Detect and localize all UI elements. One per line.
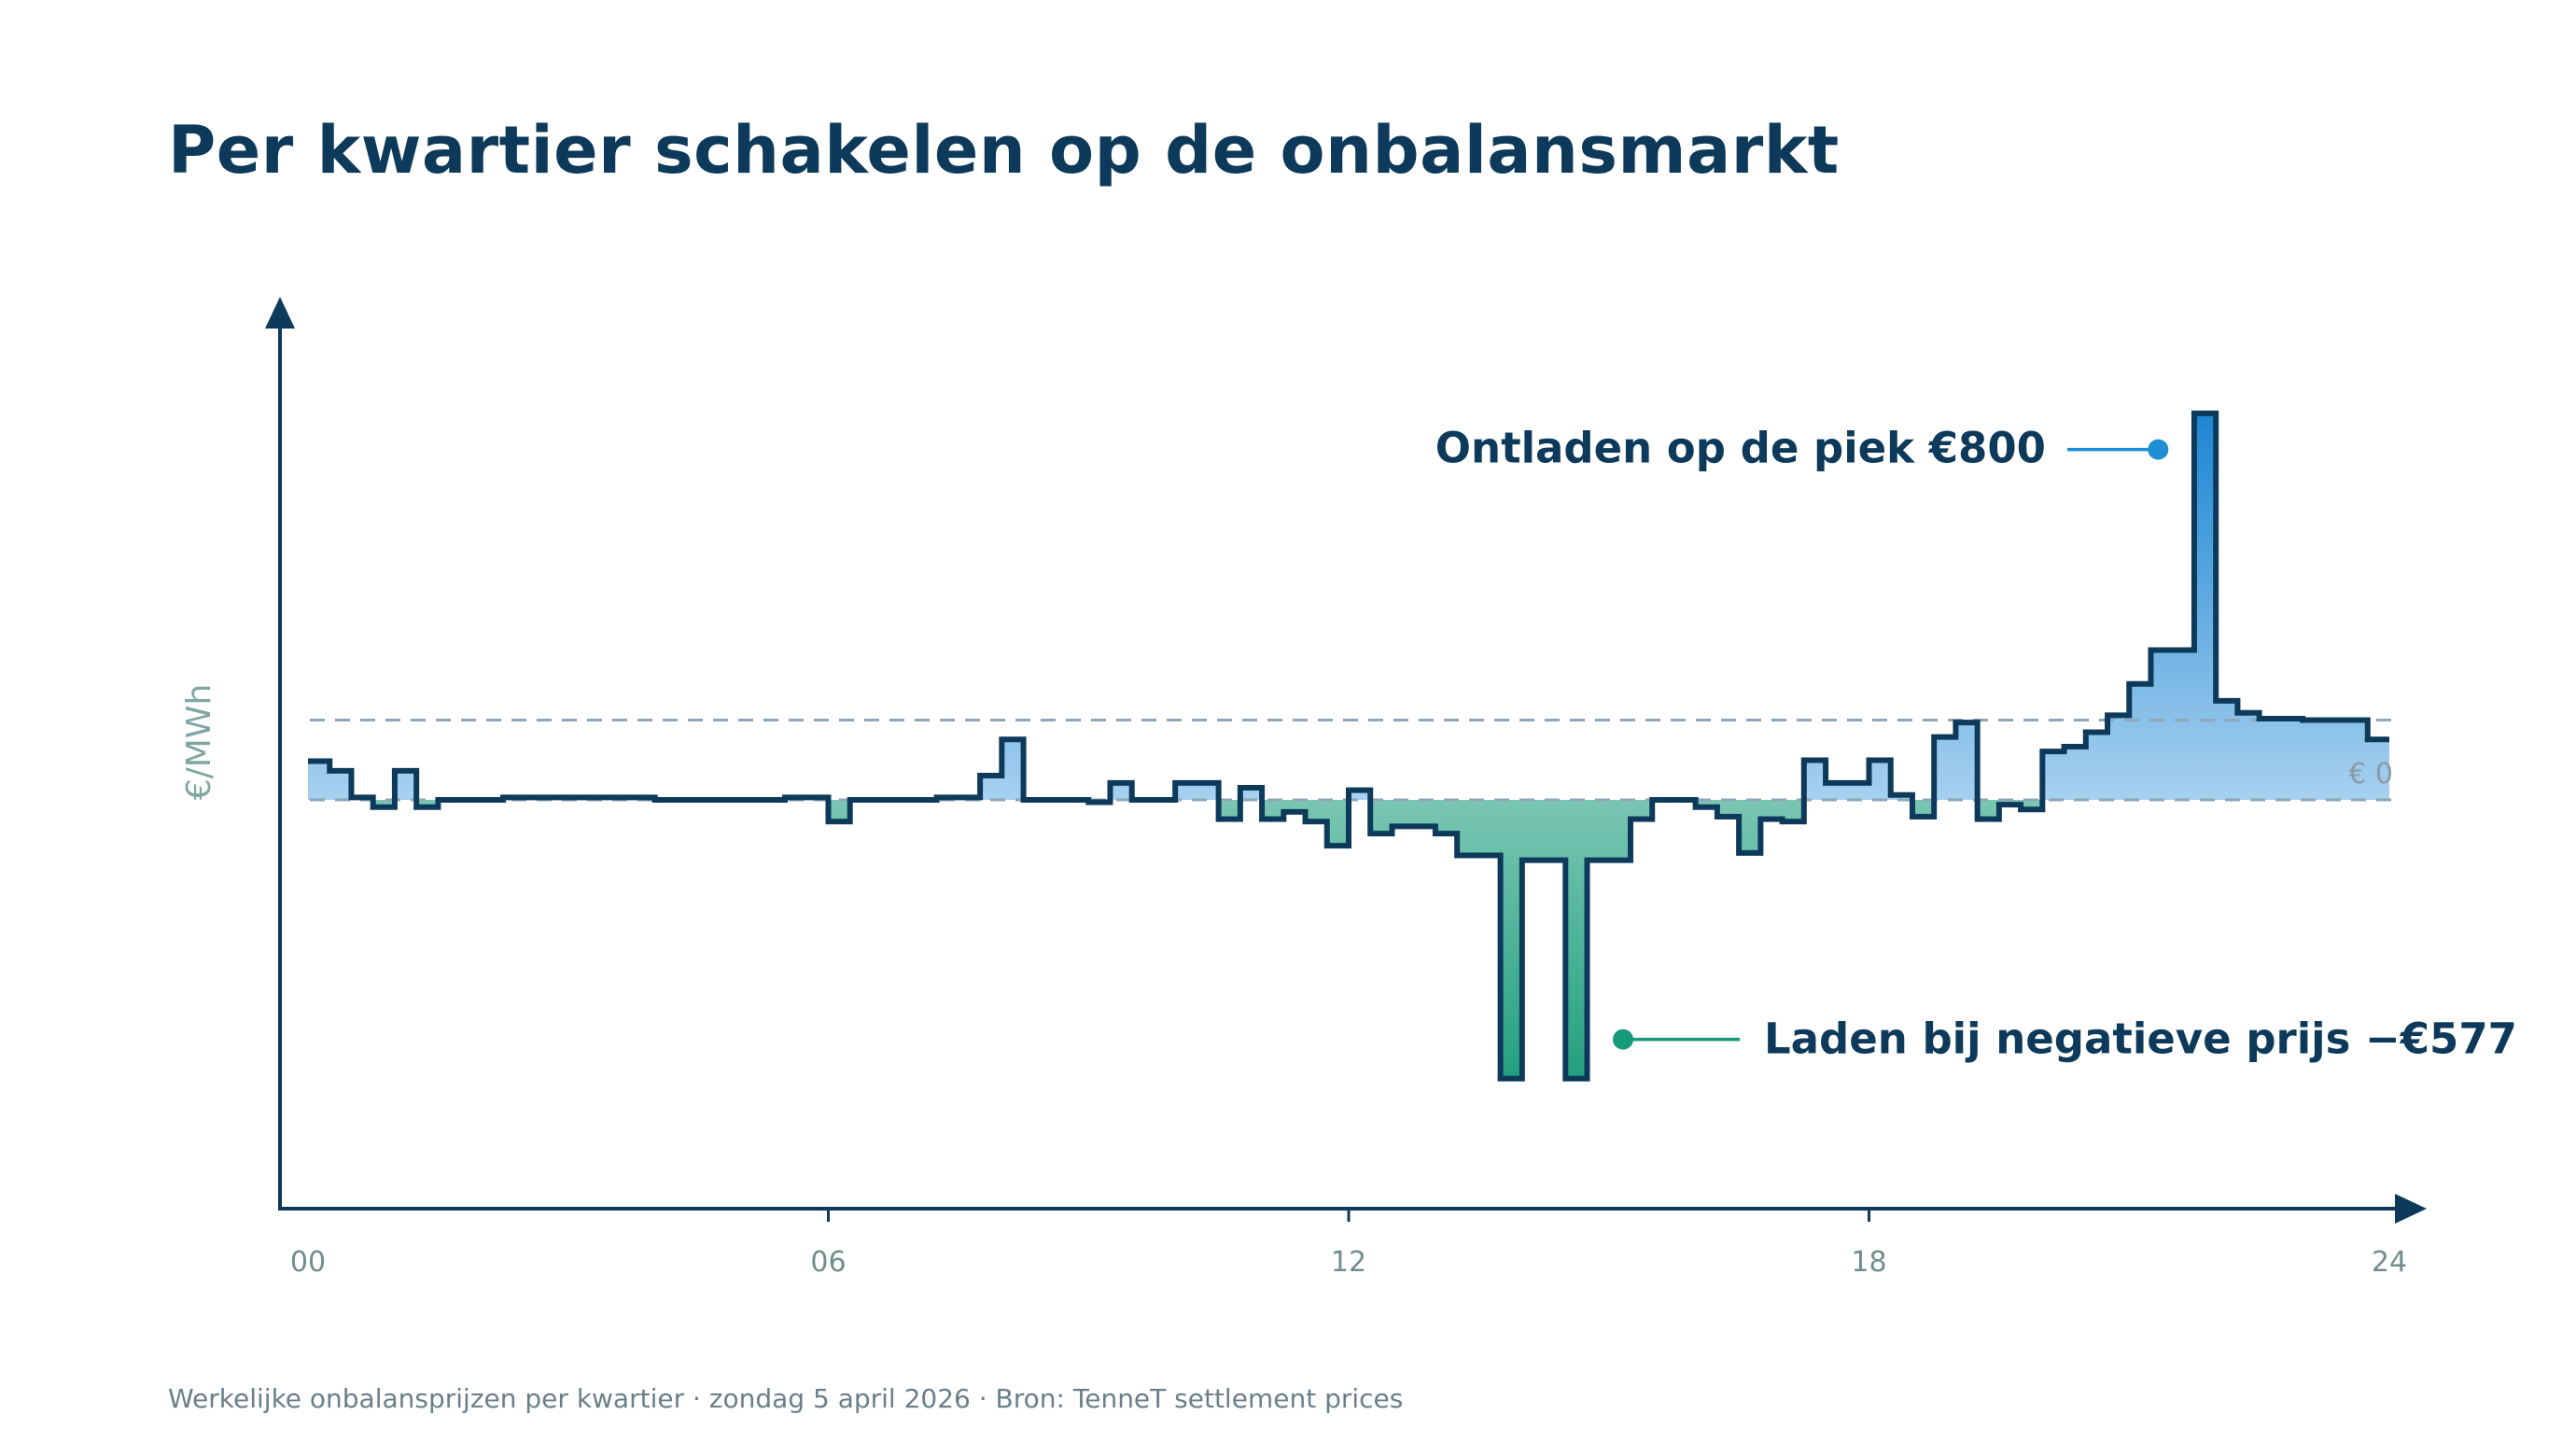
source-footnote: Werkelijke onbalansprijzen per kwartier … xyxy=(168,1383,1404,1414)
y-axis-label: €/MWh xyxy=(180,684,218,801)
x-tick-label-00: 00 xyxy=(290,1246,326,1279)
negative-annotation-label: Laden bij negatieve prijs −€577 xyxy=(1764,1015,2517,1064)
peak-annotation-label: Ontladen op de piek €800 xyxy=(1435,424,2046,473)
area-fill-positive xyxy=(308,413,2389,800)
annotations: Ontladen op de piek €800 Laden bij negati… xyxy=(1435,424,2517,1064)
x-tick-label-24: 24 xyxy=(2372,1246,2407,1279)
x-tick-label-12: 12 xyxy=(1331,1246,1366,1279)
y-axis-arrow xyxy=(265,297,295,329)
series-layer xyxy=(308,410,2389,1082)
x-tick-label-18: 18 xyxy=(1851,1246,1886,1279)
x-tick-label-06: 06 xyxy=(810,1246,846,1279)
x-axis-arrow xyxy=(2395,1194,2427,1224)
negative-marker-dot xyxy=(1612,1029,1633,1050)
zero-label: € 0 xyxy=(2348,758,2393,791)
axes xyxy=(265,297,2427,1224)
chart-title: Per kwartier schakelen op de onbalansmar… xyxy=(168,112,1840,189)
peak-marker-dot xyxy=(2148,439,2169,460)
area-fills xyxy=(308,413,2389,1079)
price-step-line xyxy=(308,410,2389,1082)
axis-labels: 00 06 12 18 24 €/MWh xyxy=(180,684,2407,1279)
